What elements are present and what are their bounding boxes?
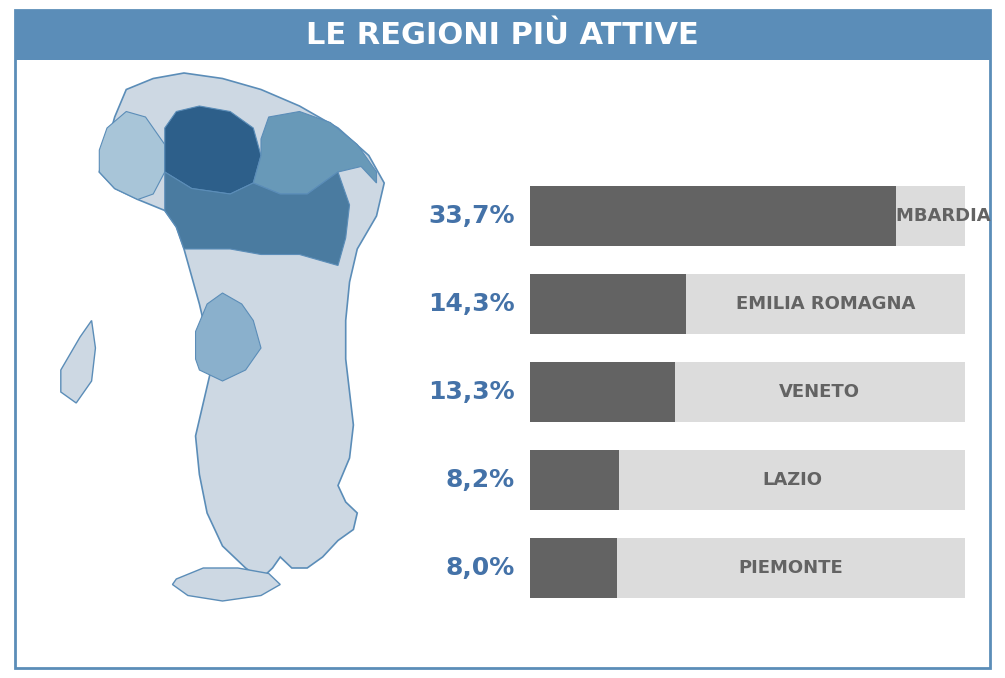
Polygon shape	[99, 111, 165, 199]
Bar	[530, 450, 619, 510]
Text: 8,0%: 8,0%	[446, 556, 515, 580]
Text: VENETO: VENETO	[779, 383, 860, 401]
Text: PIEMONTE: PIEMONTE	[739, 559, 843, 577]
Text: LAZIO: LAZIO	[762, 471, 822, 489]
Polygon shape	[196, 293, 261, 381]
Polygon shape	[60, 321, 95, 403]
Polygon shape	[99, 73, 384, 579]
Bar	[530, 362, 674, 422]
Text: 8,2%: 8,2%	[446, 468, 515, 492]
Text: 14,3%: 14,3%	[428, 292, 515, 316]
Text: EMILIA ROMAGNA: EMILIA ROMAGNA	[736, 295, 915, 313]
Polygon shape	[165, 106, 261, 194]
Polygon shape	[165, 172, 350, 266]
Bar	[530, 450, 965, 510]
Bar	[530, 538, 617, 598]
Bar	[530, 186, 896, 246]
Text: LOMBARDIA: LOMBARDIA	[870, 207, 991, 225]
Bar	[530, 362, 965, 422]
Text: 13,3%: 13,3%	[428, 380, 515, 404]
Bar	[530, 274, 685, 334]
Polygon shape	[253, 111, 377, 194]
Bar	[530, 186, 965, 246]
Text: LE REGIONI PIÙ ATTIVE: LE REGIONI PIÙ ATTIVE	[306, 20, 698, 49]
Polygon shape	[173, 568, 280, 601]
Bar	[530, 274, 965, 334]
Bar	[15, 10, 990, 60]
Text: 33,7%: 33,7%	[428, 204, 515, 228]
Bar	[530, 538, 965, 598]
